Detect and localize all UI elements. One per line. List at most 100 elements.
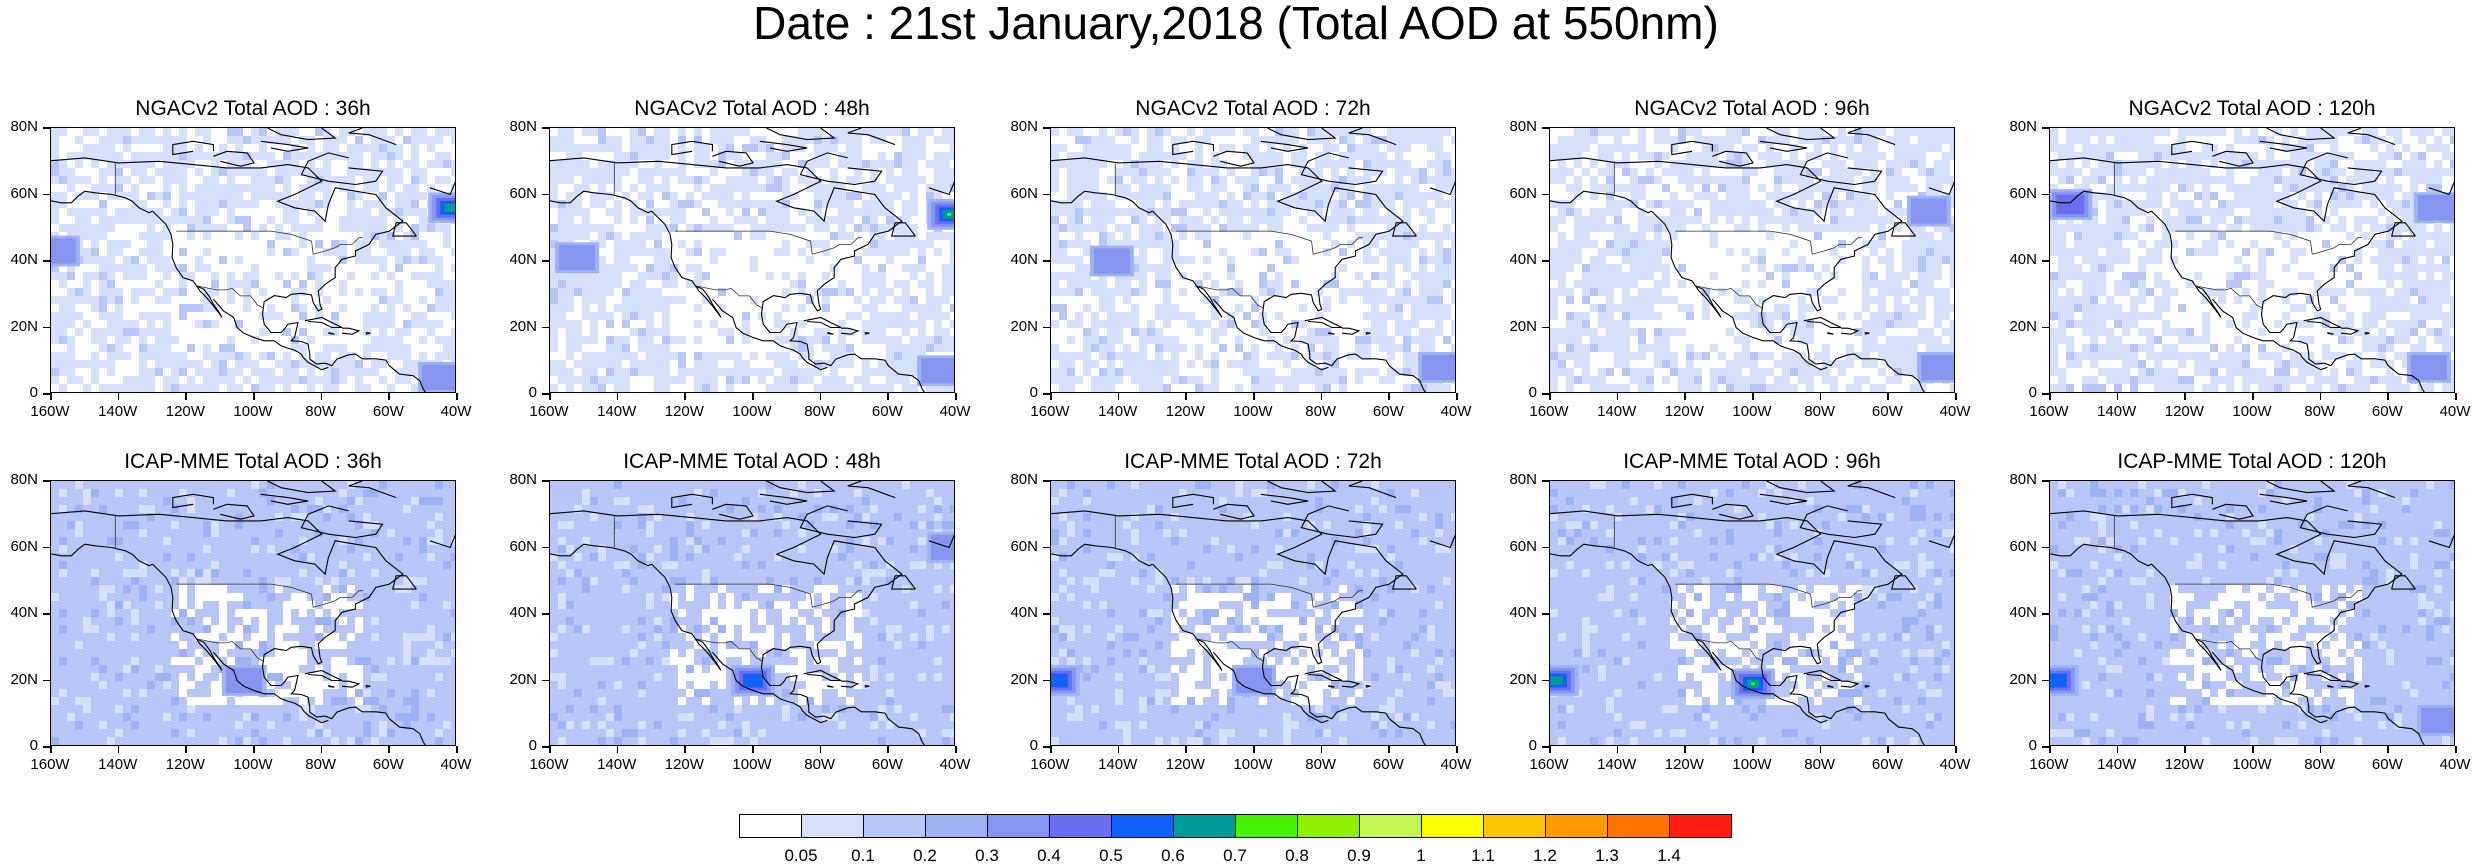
aod-cell	[1059, 344, 1067, 352]
aod-cell	[307, 232, 315, 240]
aod-cell	[315, 625, 323, 633]
aod-cell	[1419, 144, 1427, 152]
aod-cell	[702, 200, 710, 208]
aod-cell	[259, 256, 267, 264]
aod-cell	[2338, 136, 2346, 144]
aod-cell	[2354, 344, 2362, 352]
aod-cell	[670, 553, 678, 561]
aod-cell	[291, 312, 299, 320]
aod-cell	[2274, 344, 2282, 352]
aod-cell	[435, 288, 443, 296]
aod-cell	[822, 264, 830, 272]
aod-cell	[1870, 272, 1878, 280]
aod-cell	[1283, 224, 1291, 232]
lat-tick	[542, 327, 549, 329]
aod-cell	[1590, 288, 1598, 296]
aod-cell	[2186, 344, 2194, 352]
aod-cell	[1299, 264, 1307, 272]
aod-cell	[1854, 360, 1862, 368]
aod-cell	[1830, 304, 1838, 312]
aod-cell	[1059, 240, 1067, 248]
aod-cell	[694, 344, 702, 352]
aod-cell	[742, 232, 750, 240]
aod-cell	[2418, 320, 2426, 328]
aod-cell	[1894, 264, 1902, 272]
aod-cell	[1251, 312, 1259, 320]
aod-cell	[2186, 392, 2194, 393]
lat-tick-label: 0	[497, 384, 537, 401]
aod-cell	[1203, 352, 1211, 360]
aod-cell	[419, 288, 427, 296]
aod-cell	[2066, 352, 2074, 360]
aod-cell	[1926, 320, 1934, 328]
aod-cell	[347, 136, 355, 144]
aod-cell	[123, 689, 131, 697]
aod-cell	[347, 569, 355, 577]
aod-cell	[590, 344, 598, 352]
aod-cell	[1299, 296, 1307, 304]
aod-cell	[211, 689, 219, 697]
aod-cell	[123, 601, 131, 609]
aod-cell	[1083, 384, 1091, 392]
aod-cell	[219, 328, 227, 336]
aod-cell	[718, 296, 726, 304]
aod-cell	[918, 168, 926, 176]
aod-cell	[918, 232, 926, 240]
lat-tick-label: 40N	[0, 604, 38, 621]
aod-cell	[211, 264, 219, 272]
aod-cell	[403, 537, 411, 545]
aod-cell	[1403, 152, 1411, 160]
aod-cell	[830, 505, 838, 513]
aod-cell	[75, 336, 83, 344]
aod-cell	[2098, 360, 2106, 368]
aod-cell	[1782, 312, 1790, 320]
aod-cell	[2434, 128, 2442, 136]
aod-cell	[347, 264, 355, 272]
aod-cell	[299, 649, 307, 657]
aod-cell	[630, 312, 638, 320]
aod-cell	[2114, 320, 2122, 328]
aod-cell	[2194, 232, 2202, 240]
aod-cell	[702, 232, 710, 240]
aod-cell	[115, 184, 123, 192]
aod-cell	[1235, 312, 1243, 320]
aod-cell	[2226, 280, 2234, 288]
aod-cell	[1051, 192, 1059, 200]
aod-cell	[878, 256, 886, 264]
aod-cell	[1934, 152, 1942, 160]
aod-cell	[171, 280, 179, 288]
aod-cell	[630, 336, 638, 344]
aod-cell	[51, 384, 59, 392]
aod-cell	[742, 609, 750, 617]
aod-cell	[894, 392, 902, 393]
aod-cell	[1926, 152, 1934, 160]
aod-cell	[355, 665, 363, 673]
aod-cell	[451, 176, 456, 184]
aod-cell	[75, 288, 83, 296]
aod-cell	[718, 216, 726, 224]
aod-cell	[1702, 344, 1710, 352]
aod-cell	[315, 689, 323, 697]
aod-cell	[598, 384, 606, 392]
aod-cell	[371, 192, 379, 200]
lon-tick	[1820, 393, 1822, 400]
aod-cell	[2314, 352, 2322, 360]
aod-cell	[806, 224, 814, 232]
lon-tick	[321, 746, 323, 753]
aod-cell	[846, 368, 854, 376]
aod-cell	[1702, 384, 1710, 392]
aod-cell	[670, 360, 678, 368]
aod-cell	[443, 136, 451, 144]
aod-cell	[299, 673, 307, 681]
aod-cell	[315, 729, 323, 737]
aod-cell	[1566, 296, 1574, 304]
aod-cell	[1582, 184, 1590, 192]
aod-cell	[1702, 184, 1710, 192]
aod-cell	[678, 264, 686, 272]
aod-cell	[1259, 200, 1267, 208]
aod-cell	[582, 192, 590, 200]
aod-cell	[678, 320, 686, 328]
aod-cell	[950, 521, 955, 529]
aod-cell	[1670, 312, 1678, 320]
aod-cell	[187, 697, 195, 705]
